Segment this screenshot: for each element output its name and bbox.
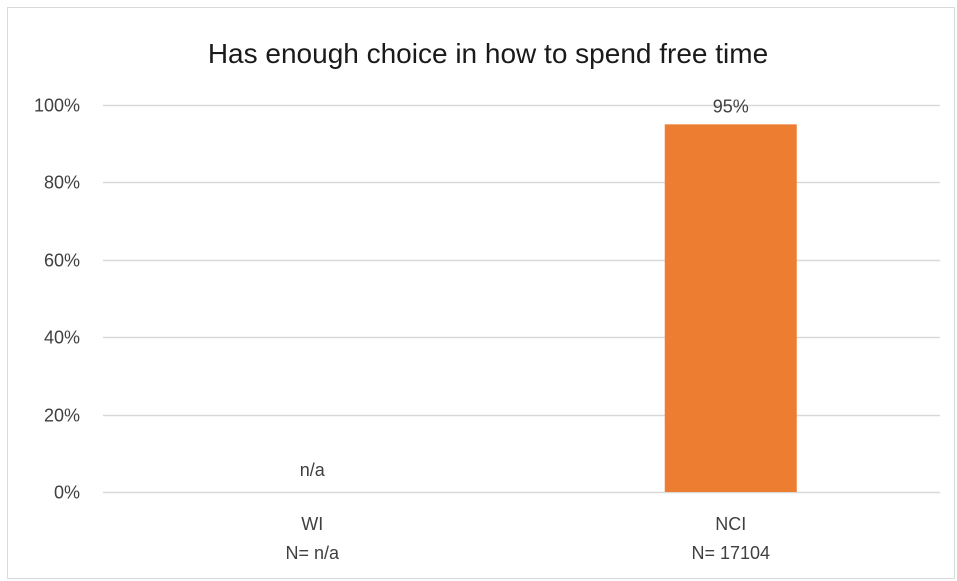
y-tick-label: 100% [34, 96, 80, 116]
y-axis-ticks: 0% 20% 40% 60% 80% 100% [34, 96, 80, 503]
y-tick-label: 20% [44, 406, 80, 426]
data-label: n/a [300, 460, 326, 480]
data-labels: n/a 95% [300, 96, 749, 480]
y-tick-label: 0% [54, 483, 80, 503]
category-sublabel: N= n/a [285, 543, 340, 563]
bars [664, 124, 797, 492]
y-tick-label: 40% [44, 328, 80, 348]
data-label: 95% [713, 96, 749, 116]
category-sublabel: N= 17104 [691, 543, 770, 563]
x-axis-categories: WI N= n/a NCI N= 17104 [285, 514, 770, 563]
chart-title: Has enough choice in how to spend free t… [208, 38, 768, 69]
category-label: WI [301, 514, 323, 534]
chart-frame [7, 7, 955, 579]
gridlines [103, 104, 940, 494]
bar-nci [664, 124, 797, 492]
y-tick-label: 80% [44, 173, 80, 193]
y-tick-label: 60% [44, 251, 80, 271]
category-label: NCI [715, 514, 746, 534]
